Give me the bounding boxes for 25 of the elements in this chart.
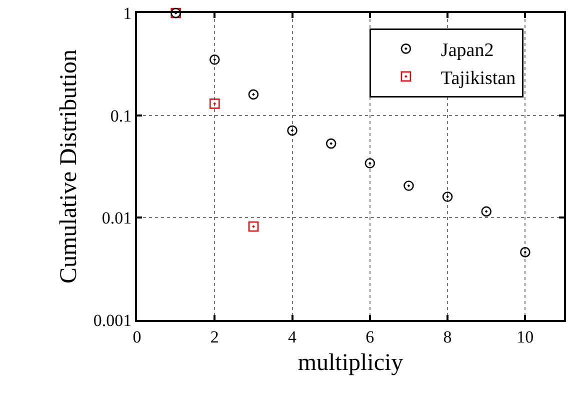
y-axis-title: Cumulative Distribution: [56, 50, 82, 284]
point: [520, 247, 530, 258]
point: [248, 221, 259, 232]
point: [481, 206, 492, 217]
x-tick-label: 4: [288, 327, 298, 346]
x-tick-label: 10: [516, 327, 534, 346]
y-tick-label: 0.01: [102, 208, 132, 228]
y-tick-label: 0.1: [110, 106, 132, 126]
point: [404, 180, 414, 191]
x-tick-label: 8: [443, 327, 452, 346]
x-tick-label: 6: [366, 327, 374, 346]
point: [326, 138, 336, 149]
point: [287, 125, 298, 136]
x-tick-label: 2: [210, 327, 219, 346]
y-tick-label: 1: [123, 4, 132, 23]
point: [442, 192, 453, 202]
point: [364, 158, 376, 168]
x-tick-label: 0: [132, 327, 142, 346]
point: [209, 98, 220, 109]
legend-label: Tajikistan: [440, 68, 516, 89]
legend-label: Japan2: [440, 40, 494, 62]
point: [248, 89, 259, 100]
x-axis-title: multipliciy: [298, 350, 404, 376]
y-tick-label: 0.001: [93, 310, 132, 330]
point: [209, 54, 220, 65]
